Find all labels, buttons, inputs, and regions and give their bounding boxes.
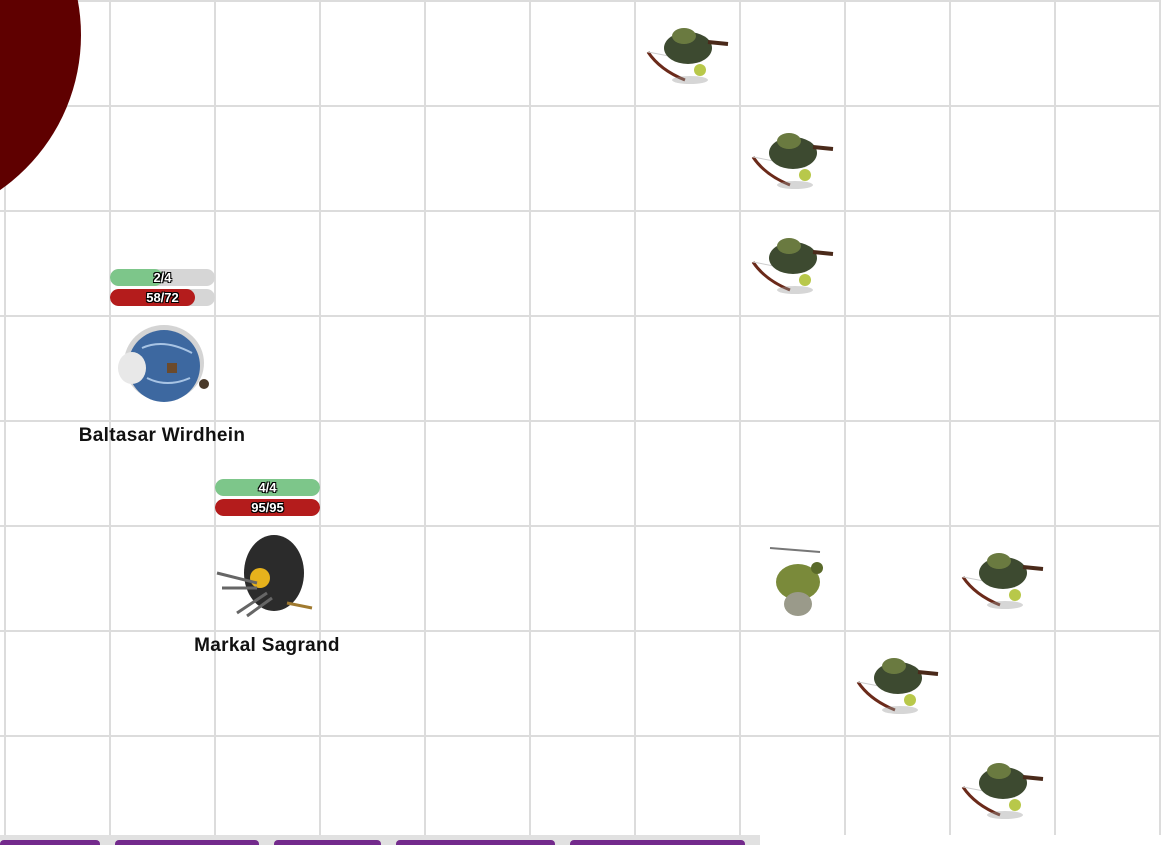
macro-button[interactable] — [0, 840, 100, 845]
bar-fill — [215, 499, 320, 516]
macro-button[interactable] — [570, 840, 745, 845]
bar-fill — [110, 289, 195, 306]
goblin-archer-token[interactable] — [745, 232, 840, 300]
bar-resource[interactable]: 2/4 — [110, 269, 215, 286]
bar-label: 4/4 — [258, 480, 277, 495]
goblin-warrior-token[interactable] — [762, 542, 834, 624]
bar-fill — [215, 479, 320, 496]
macro-button[interactable] — [274, 840, 381, 845]
goblin-archer-token[interactable] — [850, 652, 945, 720]
goblin-archer-token[interactable] — [955, 757, 1050, 825]
rogue-token[interactable] — [212, 528, 322, 623]
bar-hp[interactable]: 58/72 — [110, 289, 215, 306]
bar-label: 2/4 — [153, 270, 172, 285]
macro-button[interactable] — [396, 840, 555, 845]
goblin-archer-token[interactable] — [640, 22, 735, 90]
macro-bar — [0, 835, 760, 845]
bar-hp[interactable]: 95/95 — [215, 499, 320, 516]
goblin-archer-token[interactable] — [745, 127, 840, 195]
bar-label: 58/72 — [146, 290, 179, 305]
aura-area — [0, 0, 81, 191]
bar-fill — [110, 269, 163, 286]
goblin-archer-token[interactable] — [955, 547, 1050, 615]
bar-label: 95/95 — [251, 500, 284, 515]
wizard-token[interactable] — [112, 318, 212, 408]
character-name: Markal Sagrand — [194, 635, 340, 656]
macro-button[interactable] — [115, 840, 259, 845]
bar-resource[interactable]: 4/4 — [215, 479, 320, 496]
character-name: Baltasar Wirdhein — [78, 425, 246, 446]
